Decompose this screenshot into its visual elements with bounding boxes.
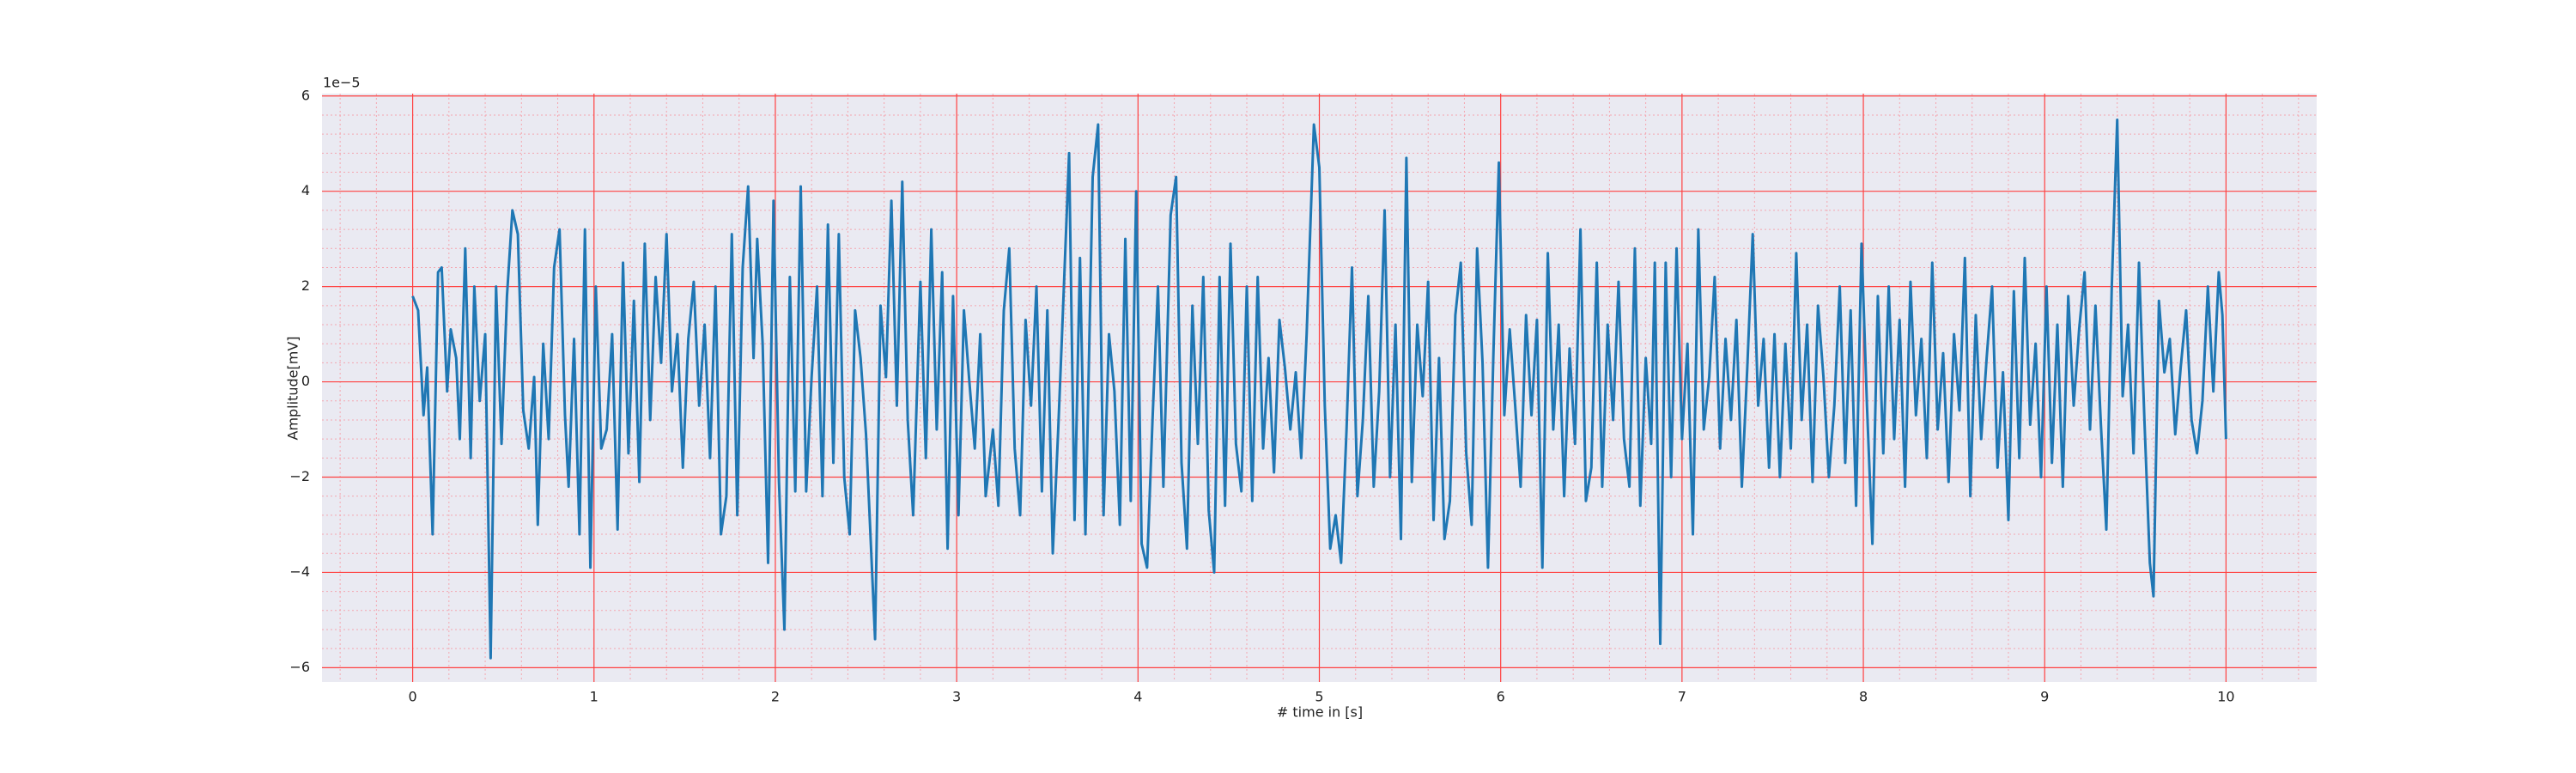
x-tick-label: 5 [1315,689,1323,705]
x-axis-label: # time in [s] [1277,704,1363,721]
x-tick-label: 9 [2040,689,2049,705]
data-line [411,119,2227,660]
x-tick-label: 7 [1678,689,1686,705]
x-tick-label: 10 [2217,689,2234,705]
x-tick-label: 4 [1133,689,1142,705]
y-tick-label: −4 [289,563,310,580]
x-tick-label: 0 [408,689,416,705]
x-tick-label: 3 [952,689,961,705]
y-axis-label: Amplitude[mV] [285,336,301,440]
y-offset-label: 1e−5 [323,75,361,91]
labels: 0 1 2 3 4 5 6 7 8 9 10 −6 −4 −2 0 2 4 6 [289,87,2234,704]
grid [322,94,2317,682]
y-tick-label: 4 [301,182,310,198]
y-tick-label: 6 [301,87,310,103]
x-tick-label: 6 [1497,689,1505,705]
x-tick-label: 8 [1859,689,1868,705]
y-tick-label: 2 [301,277,310,294]
y-tick-label: 0 [301,373,310,389]
x-tick-label: 1 [590,689,598,705]
plot-lines [411,119,2227,660]
y-tick-label: −2 [289,468,310,484]
x-tick-label: 2 [771,689,780,705]
y-tick-label: −6 [289,659,310,675]
